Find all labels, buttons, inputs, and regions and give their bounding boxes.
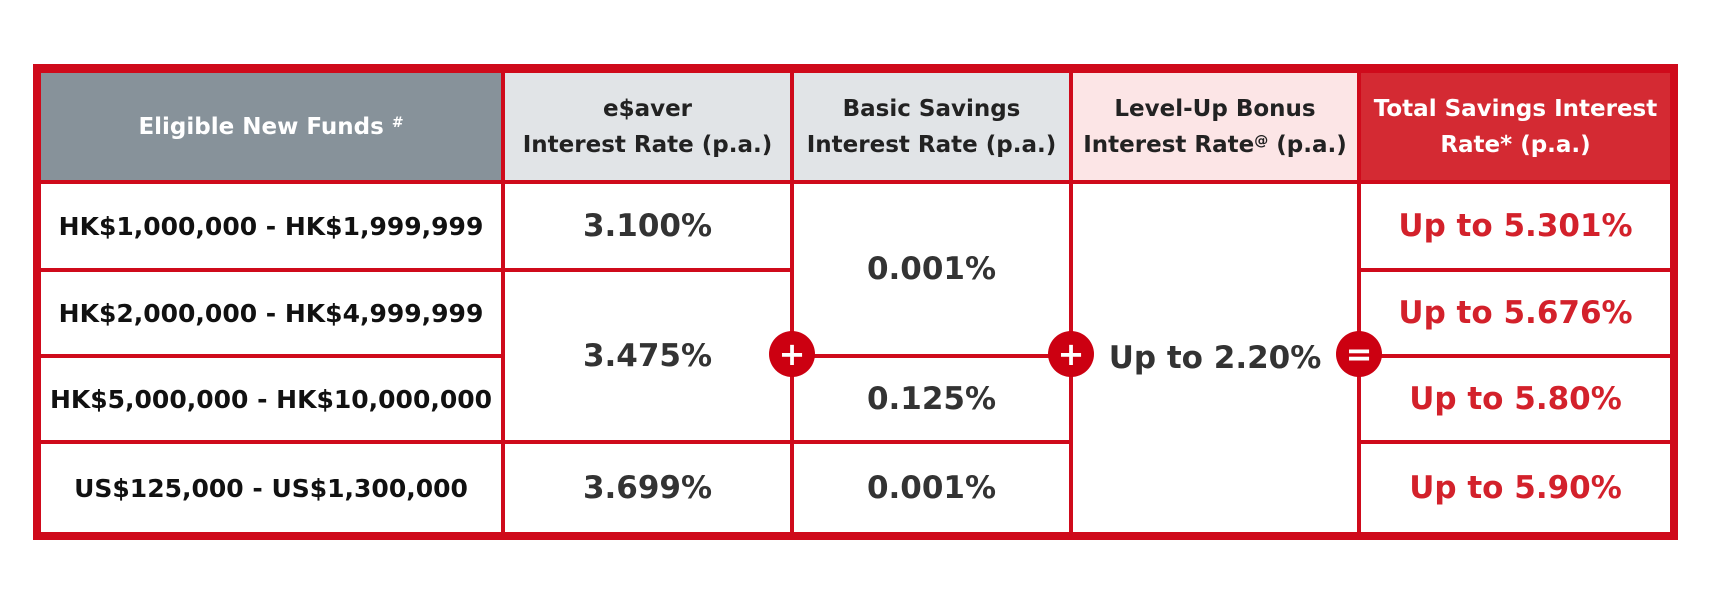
operator-icon: +: [1048, 331, 1094, 377]
header-sup: @: [1254, 132, 1269, 149]
header-cell: Basic Savings Interest Rate (p.a.): [794, 73, 1069, 180]
tier-cell: HK$2,000,000 - HK$4,999,999: [41, 272, 501, 354]
operator-icon: =: [1336, 331, 1382, 377]
rate-cell: 0.125%: [794, 358, 1069, 440]
header-text: Interest Rate (p.a.): [806, 131, 1057, 158]
tier-cell: HK$5,000,000 - HK$10,000,000: [41, 358, 501, 440]
header-text: Eligible New Funds #: [138, 109, 403, 145]
header-sup: #: [391, 114, 404, 131]
header-text: Interest Rate: [1083, 131, 1255, 158]
tier-cell: HK$1,000,000 - HK$1,999,999: [41, 184, 501, 268]
rate-cell: 3.699%: [505, 444, 790, 532]
tier-cell: US$125,000 - US$1,300,000: [41, 444, 501, 532]
rate-cell: 3.100%: [505, 184, 790, 268]
header-text: Total Savings Interest: [1373, 95, 1658, 122]
header-text: Level-Up Bonus: [1114, 95, 1316, 122]
header-cell: Total Savings Interest Rate* (p.a.): [1361, 73, 1670, 180]
total-cell: Up to 5.90%: [1361, 444, 1670, 532]
header-text: Eligible New Funds: [138, 113, 384, 140]
rate-cell: 0.001%: [794, 444, 1069, 532]
operator-icon: +: [769, 331, 815, 377]
header-cell: e$aver Interest Rate (p.a.): [505, 73, 790, 180]
total-cell: Up to 5.676%: [1361, 272, 1670, 354]
rate-cell: Up to 2.20%: [1073, 184, 1357, 532]
header-text: e$aver: [602, 95, 693, 122]
header-text: Interest Rate@ (p.a.): [1083, 127, 1346, 163]
header-text: Rate* (p.a.): [1440, 131, 1591, 158]
header-cell: Eligible New Funds #: [41, 73, 501, 180]
rate-cell: 3.475%: [505, 272, 790, 440]
total-cell: Up to 5.80%: [1361, 358, 1670, 440]
header-text: Interest Rate (p.a.): [522, 131, 773, 158]
rate-cell: 0.001%: [794, 184, 1069, 354]
header-text: (p.a.): [1276, 131, 1347, 158]
header-text: Basic Savings: [842, 95, 1021, 122]
total-cell: Up to 5.301%: [1361, 184, 1670, 268]
header-cell: Level-Up Bonus Interest Rate@ (p.a.): [1073, 73, 1357, 180]
